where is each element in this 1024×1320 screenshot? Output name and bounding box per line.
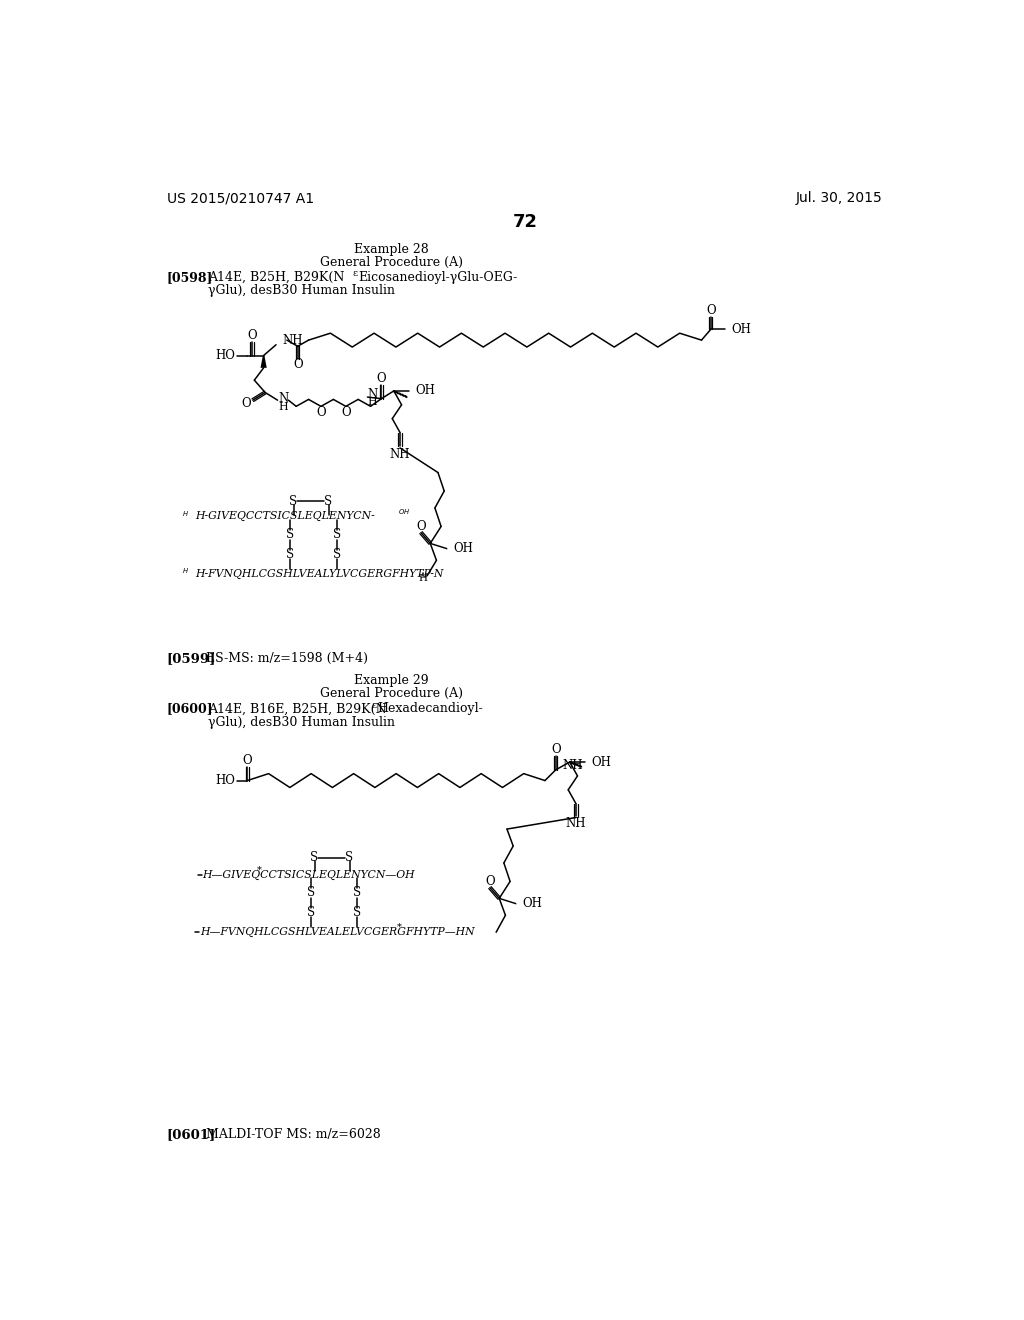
Text: [0600]: [0600] (167, 702, 213, 715)
Text: $^{OH}$: $^{OH}$ (397, 511, 410, 519)
Polygon shape (260, 355, 266, 368)
Text: O: O (485, 875, 495, 888)
Text: *: * (257, 866, 262, 874)
Text: General Procedure (A): General Procedure (A) (319, 686, 463, 700)
Text: OH: OH (522, 898, 543, 911)
Text: N: N (367, 388, 377, 400)
Text: OH: OH (416, 384, 435, 397)
Text: H: H (279, 403, 289, 412)
Text: [0601]: [0601] (167, 1129, 216, 1142)
Text: Jul. 30, 2015: Jul. 30, 2015 (796, 191, 883, 206)
Text: S: S (345, 851, 353, 865)
Text: γGlu), desB30 Human Insulin: γGlu), desB30 Human Insulin (208, 284, 395, 297)
Text: O: O (341, 407, 350, 418)
Text: Eicosanedioyl-γGlu-OEG-: Eicosanedioyl-γGlu-OEG- (358, 271, 517, 284)
Text: $^H$: $^H$ (182, 570, 189, 578)
Text: OH: OH (731, 323, 751, 335)
Text: [0599]: [0599] (167, 652, 216, 665)
Text: S: S (286, 548, 294, 561)
Text: S: S (352, 906, 360, 919)
Text: A14E, B16E, B25H, B29K(N: A14E, B16E, B25H, B29K(N (208, 702, 386, 715)
Text: *: * (397, 923, 401, 932)
Text: MALDI-TOF MS: m/z=6028: MALDI-TOF MS: m/z=6028 (206, 1129, 380, 1142)
Text: O: O (247, 329, 257, 342)
Text: HO: HO (215, 348, 234, 362)
Text: 72: 72 (512, 213, 538, 231)
Text: O: O (243, 754, 252, 767)
Text: [0598]: [0598] (167, 271, 213, 284)
Text: NH: NH (562, 759, 583, 772)
Text: US 2015/0210747 A1: US 2015/0210747 A1 (167, 191, 314, 206)
Text: NH: NH (390, 447, 411, 461)
Text: O: O (316, 407, 326, 418)
Text: NH: NH (565, 817, 586, 830)
Text: General Procedure (A): General Procedure (A) (319, 256, 463, 269)
Text: S: S (310, 851, 318, 865)
Text: S: S (307, 887, 315, 899)
Text: S: S (286, 528, 294, 541)
Text: $^H$: $^H$ (182, 512, 189, 521)
Text: O: O (293, 358, 302, 371)
Text: H—FVNQHLCGSHLVEALELVCGERGFHYTP—HN: H—FVNQHLCGSHLVEALELVCGERGFHYTP—HN (200, 927, 475, 937)
Polygon shape (500, 898, 516, 904)
Text: Hexadecandioyl-: Hexadecandioyl- (378, 702, 483, 715)
Text: S: S (324, 495, 332, 508)
Text: NH: NH (283, 334, 303, 347)
Text: N: N (279, 392, 289, 405)
Text: S: S (289, 495, 297, 508)
Text: S: S (352, 887, 360, 899)
Text: HO: HO (215, 774, 234, 787)
Text: H-GIVEQCCTSICSLEQLENYCN-: H-GIVEQCCTSICSLEQLENYCN- (196, 511, 375, 521)
Text: γGlu), desB30 Human Insulin: γGlu), desB30 Human Insulin (208, 715, 395, 729)
Text: Example 29: Example 29 (354, 675, 429, 686)
Text: H: H (368, 397, 377, 407)
Text: A14E, B25H, B29K(N: A14E, B25H, B29K(N (208, 271, 344, 284)
Text: S: S (333, 548, 341, 561)
Text: S: S (307, 906, 315, 919)
Text: H: H (418, 574, 427, 583)
Text: O: O (706, 305, 716, 317)
Text: ε: ε (352, 269, 357, 279)
Text: OH: OH (592, 755, 611, 768)
Text: ES-MS: m/z=1598 (M+4): ES-MS: m/z=1598 (M+4) (206, 652, 368, 665)
Text: O: O (416, 520, 426, 533)
Text: S: S (333, 528, 341, 541)
Text: OH: OH (454, 543, 473, 556)
Text: O: O (377, 372, 386, 385)
Text: O: O (242, 397, 251, 409)
Text: O: O (551, 743, 560, 756)
Text: H-FVNQHLCGSHLVEALYLVCGERGFHYTP-N: H-FVNQHLCGSHLVEALYLVCGERGFHYTP-N (196, 569, 443, 579)
Text: Example 28: Example 28 (354, 243, 429, 256)
Text: H—GIVEQCCTSICSLEQLENYCN—OH: H—GIVEQCCTSICSLEQLENYCN—OH (203, 870, 415, 879)
Text: ε: ε (372, 701, 377, 710)
Polygon shape (430, 543, 447, 549)
